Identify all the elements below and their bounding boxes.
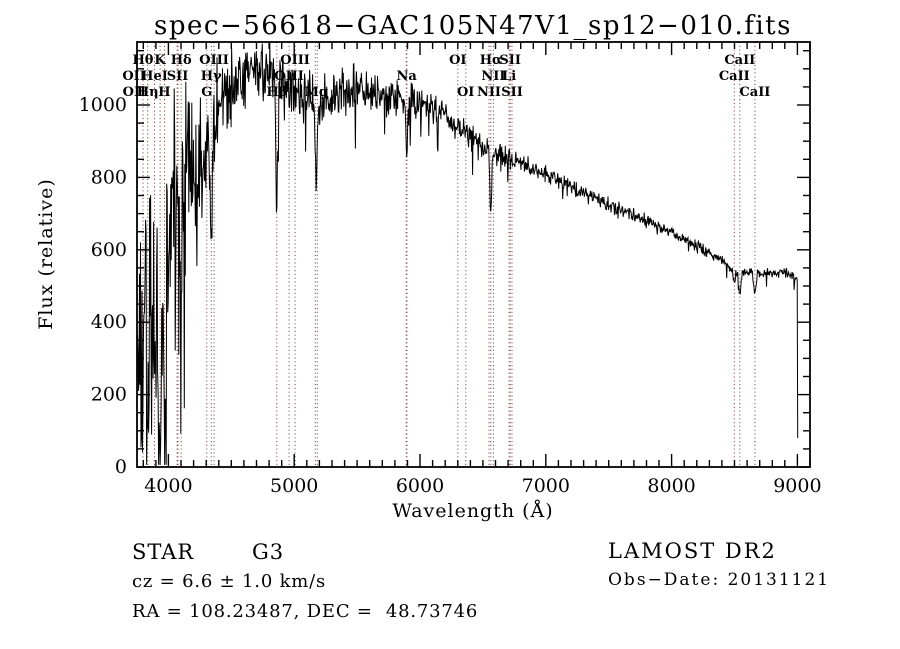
line-label-hθ: Hθ — [133, 53, 154, 68]
ra-dec: RA = 108.23487, DEC = 48.73746 — [132, 601, 479, 622]
line-label-h: H — [158, 85, 170, 100]
radial-velocity: cz = 6.6 ± 1.0 km/s — [132, 571, 327, 592]
line-label-li: Li — [502, 69, 516, 84]
line-label-sii: SII — [501, 85, 523, 100]
line-label-caii: CaII — [719, 69, 750, 84]
x-axis-title: Wavelength (Å) — [392, 500, 554, 522]
x-tick-label: 5000 — [270, 475, 318, 497]
obs-date: Obs−Date: 20131121 — [608, 570, 831, 590]
y-tick-label: 800 — [91, 166, 127, 188]
y-tick-label: 1000 — [79, 94, 127, 116]
plot-frame — [136, 41, 811, 468]
line-label-g: G — [201, 85, 212, 100]
y-tick-label: 0 — [115, 456, 127, 478]
line-label-nii: NII — [481, 69, 505, 84]
line-label-hη: Hη — [137, 85, 159, 100]
line-label-hδ: Hδ — [171, 53, 192, 68]
y-tick-label: 400 — [91, 311, 127, 333]
line-label-sii: SII — [499, 53, 521, 68]
y-tick-label: 200 — [91, 384, 127, 406]
spectrum-trace — [136, 42, 799, 465]
y-tick-label: 600 — [91, 239, 127, 261]
x-tick-label: 4000 — [144, 475, 192, 497]
line-label-caii: CaII — [739, 85, 770, 100]
line-label-oii: OII — [122, 69, 146, 84]
line-label-hei: HeI — [141, 69, 168, 84]
line-label-hγ: Hγ — [201, 69, 222, 84]
line-label-hα: Hα — [480, 53, 502, 68]
plot-title: spec−56618−GAC105N47V1_sp12−010.fits — [154, 11, 792, 41]
object-class: STAR — [132, 540, 195, 564]
line-label-oi: OI — [457, 85, 474, 100]
line-label-oiii: OIII — [199, 53, 229, 68]
x-tick-label: 8000 — [647, 475, 695, 497]
line-label-oi: OI — [449, 53, 466, 68]
line-label-oii: OII — [123, 85, 147, 100]
line-label-k: K — [154, 53, 166, 68]
line-label-oiii: OIII — [280, 53, 310, 68]
object-subclass: G3 — [252, 540, 285, 564]
line-label-caii: CaII — [724, 53, 755, 68]
line-label-sii: SII — [167, 69, 189, 84]
x-tick-label: 7000 — [522, 475, 570, 497]
survey-release: LAMOST DR2 — [608, 539, 777, 563]
line-label-na: Na — [396, 69, 417, 84]
x-tick-label: 9000 — [773, 475, 821, 497]
line-label-nii: NII — [477, 85, 501, 100]
x-tick-label: 6000 — [396, 475, 444, 497]
